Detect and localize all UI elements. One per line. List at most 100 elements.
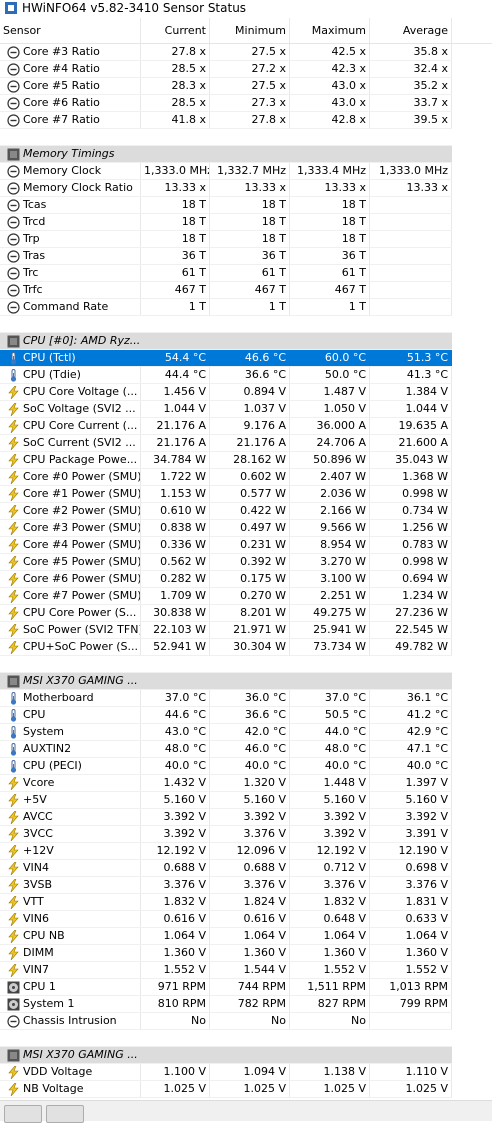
sensor-value: 36.0 °C	[210, 690, 290, 706]
sensor-row[interactable]: Core #5 Power (SMU) 0.562 W 0.392 W 3.270 W…	[0, 554, 452, 571]
sensor-row[interactable]: Trcd 18 T 18 T 18 T	[0, 214, 452, 231]
sensor-value: 1.044 V	[141, 401, 210, 417]
sensor-row[interactable]: VDD Voltage 1.100 V 1.094 V 1.138 V 1.110 V	[0, 1064, 452, 1081]
group-row[interactable]: Memory Timings	[0, 146, 452, 163]
sensor-row[interactable]: CPU Core Voltage (... 1.456 V 0.894 V 1.487…	[0, 384, 452, 401]
sensor-row[interactable]: Core #4 Ratio 28.5 x 27.2 x 42.3 x 32.4 x	[0, 61, 452, 78]
column-title[interactable]: Minimum	[210, 18, 290, 43]
sensor-row[interactable]: CPU (Tctl) 54.4 °C 46.6 °C 60.0 °C 51.3 °C	[0, 350, 452, 367]
sensor-row[interactable]: Motherboard 37.0 °C 36.0 °C 37.0 °C 36.1 °C	[0, 690, 452, 707]
sensor-value: 3.392 V	[290, 826, 370, 842]
sensor-name: Core #4 Ratio	[0, 61, 141, 77]
sensor-row[interactable]: Vcore 1.432 V 1.320 V 1.448 V 1.397 V	[0, 775, 452, 792]
sensor-value: 36.6 °C	[210, 707, 290, 723]
sensor-icon	[7, 216, 20, 229]
sensor-row[interactable]: CPU+SoC Power (S... 52.941 W 30.304 W 73.73…	[0, 639, 452, 656]
column-title[interactable]: Sensor	[0, 18, 141, 43]
sensor-row[interactable]: NB Voltage 1.025 V 1.025 V 1.025 V 1.025 V	[0, 1081, 452, 1098]
sensor-row[interactable]: Core #7 Ratio 41.8 x 27.8 x 42.8 x 39.5 x	[0, 112, 452, 129]
sensor-name: CPU Core Current (...	[0, 418, 141, 434]
sensor-row[interactable]: System 43.0 °C 42.0 °C 44.0 °C 42.9 °C	[0, 724, 452, 741]
sensor-value: 1.824 V	[210, 894, 290, 910]
sensor-row[interactable]: VIN7 1.552 V 1.544 V 1.552 V 1.552 V	[0, 962, 452, 979]
sensor-row[interactable]: CPU 44.6 °C 36.6 °C 50.5 °C 41.2 °C	[0, 707, 452, 724]
sensor-row[interactable]: CPU (Tdie) 44.4 °C 36.6 °C 50.0 °C 41.3 °C	[0, 367, 452, 384]
sensor-row[interactable]: Core #6 Ratio 28.5 x 27.3 x 43.0 x 33.7 x	[0, 95, 452, 112]
sensor-icon	[8, 641, 19, 654]
sensor-row[interactable]: Tras 36 T 36 T 36 T	[0, 248, 452, 265]
sensor-row[interactable]: CPU Package Powe... 34.784 W 28.162 W 50.89…	[0, 452, 452, 469]
sensor-row[interactable]: Trp 18 T 18 T 18 T	[0, 231, 452, 248]
sensor-name: Core #5 Ratio	[0, 78, 141, 94]
sensor-value: 50.896 W	[290, 452, 370, 468]
toolbar-button[interactable]	[4, 1105, 42, 1123]
sensor-row[interactable]: Core #3 Ratio 27.8 x 27.5 x 42.5 x 35.8 x	[0, 44, 452, 61]
sensor-icon	[8, 879, 19, 892]
sensor-value: 1.138 V	[290, 1064, 370, 1080]
sensor-icon	[7, 301, 20, 314]
sensor-row[interactable]: Chassis Intrusion No No No	[0, 1013, 452, 1030]
sensor-row[interactable]: Core #4 Power (SMU) 0.336 W 0.231 W 8.954 W…	[0, 537, 452, 554]
group-row[interactable]: MSI X370 GAMING ...	[0, 673, 452, 690]
sensor-value: 0.688 V	[210, 860, 290, 876]
sensor-icon	[8, 913, 19, 926]
sensor-row[interactable]: Core #1 Power (SMU) 1.153 W 0.577 W 2.036 W…	[0, 486, 452, 503]
sensor-name: Command Rate	[0, 299, 141, 315]
sensor-value: 42.5 x	[290, 44, 370, 60]
column-title[interactable]: Average	[370, 18, 452, 43]
sensor-row[interactable]: System 1 810 RPM 782 RPM 827 RPM 799 RPM	[0, 996, 452, 1013]
sensor-row[interactable]: SoC Power (SVI2 TFN) 22.103 W 21.971 W 25.9…	[0, 622, 452, 639]
sensor-row[interactable]: Trc 61 T 61 T 61 T	[0, 265, 452, 282]
sensor-row[interactable]: DIMM 1.360 V 1.360 V 1.360 V 1.360 V	[0, 945, 452, 962]
sensor-value: 0.998 W	[370, 486, 452, 502]
sensor-row[interactable]: VTT 1.832 V 1.824 V 1.832 V 1.831 V	[0, 894, 452, 911]
sensor-row[interactable]: VIN6 0.616 V 0.616 V 0.648 V 0.633 V	[0, 911, 452, 928]
sensor-name: CPU Package Powe...	[0, 452, 141, 468]
sensor-row[interactable]: CPU Core Current (... 21.176 A 9.176 A 36.0…	[0, 418, 452, 435]
sensor-name: +5V	[0, 792, 141, 808]
sensor-row[interactable]: Core #5 Ratio 28.3 x 27.5 x 43.0 x 35.2 x	[0, 78, 452, 95]
column-title[interactable]: Maximum	[290, 18, 370, 43]
sensor-row[interactable]: Core #3 Power (SMU) 0.838 W 0.497 W 9.566 W…	[0, 520, 452, 537]
sensor-row[interactable]: +5V 5.160 V 5.160 V 5.160 V 5.160 V	[0, 792, 452, 809]
sensor-row[interactable]: SoC Current (SVI2 ... 21.176 A 21.176 A 24.…	[0, 435, 452, 452]
sensor-value: 48.0 °C	[290, 741, 370, 757]
sensor-row[interactable]: Trfc 467 T 467 T 467 T	[0, 282, 452, 299]
sensor-row[interactable]: Memory Clock 1,333.0 MHz 1,332.7 MHz 1,333.…	[0, 163, 452, 180]
sensor-row[interactable]: Core #6 Power (SMU) 0.282 W 0.175 W 3.100 W…	[0, 571, 452, 588]
sensor-value: 24.706 A	[290, 435, 370, 451]
sensor-row[interactable]: CPU NB 1.064 V 1.064 V 1.064 V 1.064 V	[0, 928, 452, 945]
sensor-row[interactable]: Core #7 Power (SMU) 1.709 W 0.270 W 2.251 W…	[0, 588, 452, 605]
sensor-row[interactable]: Tcas 18 T 18 T 18 T	[0, 197, 452, 214]
sensor-row[interactable]: SoC Voltage (SVI2 ... 1.044 V 1.037 V 1.050…	[0, 401, 452, 418]
sensor-value: 0.688 V	[141, 860, 210, 876]
sensor-value: 41.2 °C	[370, 707, 452, 723]
sensor-name: SoC Power (SVI2 TFN)	[0, 622, 141, 638]
sensor-row[interactable]: VIN4 0.688 V 0.688 V 0.712 V 0.698 V	[0, 860, 452, 877]
spacer-row	[0, 316, 452, 333]
sensor-row[interactable]: +12V 12.192 V 12.096 V 12.192 V 12.190 V	[0, 843, 452, 860]
app-icon	[5, 2, 17, 14]
sensor-row[interactable]: 3VSB 3.376 V 3.376 V 3.376 V 3.376 V	[0, 877, 452, 894]
sensor-row[interactable]: 3VCC 3.392 V 3.376 V 3.392 V 3.391 V	[0, 826, 452, 843]
sensor-row[interactable]: CPU (PECI) 40.0 °C 40.0 °C 40.0 °C 40.0 °C	[0, 758, 452, 775]
sensor-row[interactable]: Core #0 Power (SMU) 1.722 W 0.602 W 2.407 W…	[0, 469, 452, 486]
sensor-row[interactable]: CPU 1 971 RPM 744 RPM 1,511 RPM 1,013 RPM	[0, 979, 452, 996]
sensor-row[interactable]: CPU Core Power (S... 30.838 W 8.201 W 49.27…	[0, 605, 452, 622]
sensor-value: 18 T	[290, 197, 370, 213]
sensor-value: 3.392 V	[141, 809, 210, 825]
sensor-row[interactable]: AVCC 3.392 V 3.392 V 3.392 V 3.392 V	[0, 809, 452, 826]
sensor-value: 1,511 RPM	[290, 979, 370, 995]
sensor-value: No	[141, 1013, 210, 1029]
sensor-value: 1.709 W	[141, 588, 210, 604]
column-header: Sensor Current Minimum Maximum Average	[0, 18, 492, 44]
sensor-row[interactable]: AUXTIN2 48.0 °C 46.0 °C 48.0 °C 47.1 °C	[0, 741, 452, 758]
toolbar-button[interactable]	[46, 1105, 84, 1123]
group-row[interactable]: MSI X370 GAMING ...	[0, 1047, 452, 1064]
sensor-icon	[8, 437, 19, 450]
sensor-row[interactable]: Core #2 Power (SMU) 0.610 W 0.422 W 2.166 W…	[0, 503, 452, 520]
column-title[interactable]: Current	[141, 18, 210, 43]
group-row[interactable]: CPU [#0]: AMD Ryz...	[0, 333, 452, 350]
